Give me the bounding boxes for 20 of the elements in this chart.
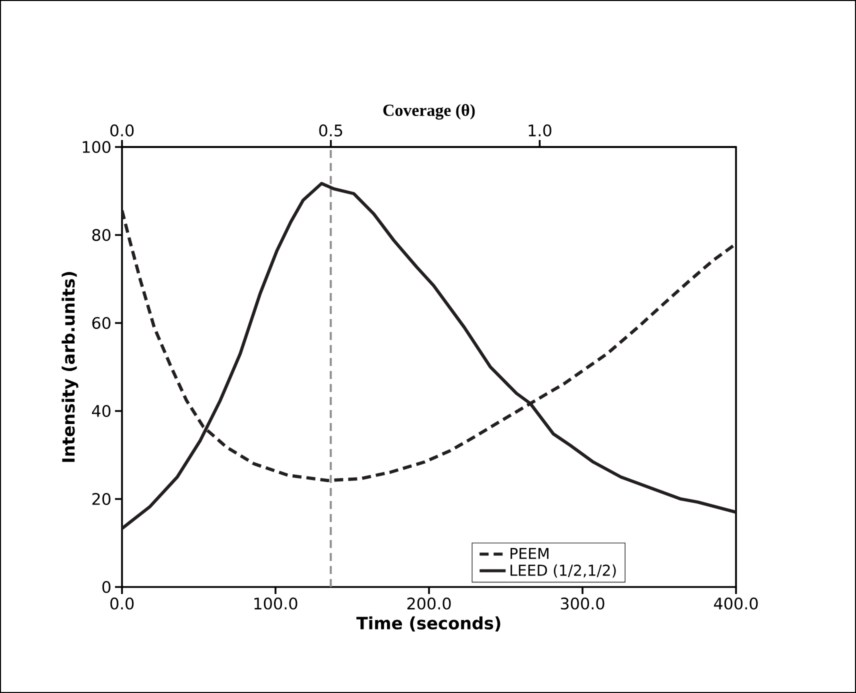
- x-tick-label: 0.0: [110, 598, 134, 610]
- legend-label: PEEM: [510, 548, 548, 559]
- line-series: [122, 182, 736, 530]
- x-tick-label: 400.0: [714, 598, 758, 610]
- y-tick-label: 60: [92, 316, 110, 330]
- y-axis-title: Intensity (arb.units): [62, 272, 78, 462]
- x2-tick-label: 1.0: [528, 124, 552, 136]
- x-tick-label: 100.0: [254, 598, 298, 610]
- y-tick-label: 20: [92, 492, 110, 506]
- x-tick-label: 300.0: [560, 598, 604, 610]
- y-tick-label: 0: [102, 580, 110, 594]
- x-tick-label: 200.0: [407, 598, 451, 610]
- x2-tick-label: 0.5: [319, 124, 342, 136]
- x2-tick-label: 0.0: [110, 124, 134, 136]
- x2-axis-title: Coverage (θ): [383, 104, 475, 120]
- y-tick-label: 100: [82, 140, 110, 154]
- legend-label: LEED (1/2,1/2): [510, 564, 616, 578]
- x-axis-title: Time (seconds): [356, 616, 500, 632]
- y-tick-label: 80: [92, 228, 110, 242]
- y-tick-label: 40: [92, 404, 110, 418]
